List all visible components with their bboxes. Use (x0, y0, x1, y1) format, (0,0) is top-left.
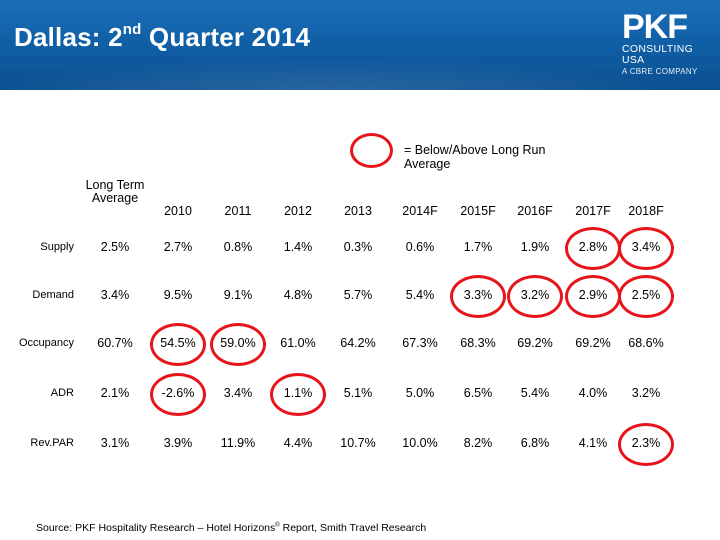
highlight-circle (450, 275, 506, 318)
legend-text: = Below/Above Long Run Average (404, 143, 546, 171)
table-cell: 10.7% (340, 436, 376, 450)
page-title: Dallas: 2nd Quarter 2014 (14, 21, 311, 52)
column-header: 2018F (628, 204, 664, 218)
column-header: 2010 (164, 204, 192, 218)
table-cell: 0.8% (223, 240, 253, 254)
header-sweep (0, 48, 720, 90)
table-cell: 5.0% (405, 386, 435, 400)
highlight-circle (618, 227, 674, 270)
row-label-revpar: Rev.PAR (30, 437, 74, 449)
table-cell: 68.3% (460, 336, 496, 350)
table-cell: 60.7% (97, 336, 133, 350)
table-cell: 10.0% (402, 436, 438, 450)
table-cell: 2.8% (578, 240, 608, 254)
table-cell: 6.5% (463, 386, 493, 400)
table-cell: 8.2% (463, 436, 493, 450)
highlight-circle (618, 275, 674, 318)
highlight-circle (150, 373, 206, 416)
table-cell: 2.1% (100, 386, 130, 400)
table-cell: 2.3% (631, 436, 661, 450)
table-cell: 0.6% (405, 240, 435, 254)
table-cell: 64.2% (340, 336, 376, 350)
table-cell: 3.2% (631, 386, 661, 400)
table-cell: 4.0% (578, 386, 608, 400)
table-cell: 3.3% (463, 288, 493, 302)
table-cell: 11.9% (220, 436, 256, 450)
table-cell: 2.9% (578, 288, 608, 302)
table-cell: 1.9% (520, 240, 550, 254)
table-cell: 1.1% (283, 386, 313, 400)
table-cell: 2.5% (100, 240, 130, 254)
table-cell: 69.2% (575, 336, 611, 350)
highlight-circle (618, 423, 674, 466)
row-label-adr: ADR (50, 387, 74, 399)
row-label-demand: Demand (32, 289, 74, 301)
table-cell: 67.3% (402, 336, 438, 350)
column-header: 2011 (224, 204, 252, 218)
highlight-circle (507, 275, 563, 318)
table-cell: 6.8% (520, 436, 550, 450)
table-cell: 59.0% (220, 336, 256, 350)
table-cell: 3.4% (100, 288, 130, 302)
column-header: 2012 (284, 204, 312, 218)
table-cell: 5.7% (343, 288, 373, 302)
column-header: 2017F (575, 204, 611, 218)
logo-mark: PKF (622, 8, 688, 46)
column-header: 2015F (460, 204, 496, 218)
header-banner: Dallas: 2nd Quarter 2014 PKF CONSULTING … (0, 0, 720, 90)
table-cell: -2.6% (161, 386, 195, 400)
column-header: 2016F (517, 204, 553, 218)
highlight-circle (210, 323, 266, 366)
table-cell: 9.1% (223, 288, 253, 302)
table-cell: 4.1% (578, 436, 608, 450)
logo-line-consulting: CONSULTING (622, 43, 694, 55)
highlight-circle (270, 373, 326, 416)
legend-circle-icon (350, 133, 393, 168)
table-cell: 3.1% (100, 436, 130, 450)
logo-line-usa: USA (622, 54, 645, 66)
table-cell: 3.4% (223, 386, 253, 400)
highlight-circle (150, 323, 206, 366)
table-cell: 9.5% (163, 288, 193, 302)
table-cell: 61.0% (280, 336, 316, 350)
column-header: 2014F (402, 204, 438, 218)
table-cell: 5.4% (520, 386, 550, 400)
table-cell: 0.3% (343, 240, 373, 254)
table-cell: 1.4% (283, 240, 313, 254)
pkf-logo: PKF CONSULTING USA A CBRE COMPANY (622, 10, 698, 77)
table-cell: 1.7% (463, 240, 493, 254)
table-cell: 3.9% (163, 436, 193, 450)
row-label-supply: Supply (40, 241, 74, 253)
table-cell: 5.1% (343, 386, 373, 400)
table-cell: 4.4% (283, 436, 313, 450)
table-cell: 2.7% (163, 240, 193, 254)
column-header: Long Term Average (85, 178, 145, 205)
row-label-occupancy: Occupancy (18, 337, 74, 349)
column-header: 2013 (344, 204, 372, 218)
table-cell: 5.4% (405, 288, 435, 302)
logo-tagline: A CBRE COMPANY (622, 67, 698, 76)
table-cell: 3.4% (631, 240, 661, 254)
table-cell: 54.5% (160, 336, 196, 350)
source-note: Source: PKF Hospitality Research – Hotel… (36, 522, 427, 534)
table-cell: 4.8% (283, 288, 313, 302)
table-cell: 69.2% (517, 336, 553, 350)
table-cell: 3.2% (520, 288, 550, 302)
table-cell: 68.6% (628, 336, 664, 350)
table-cell: 2.5% (631, 288, 661, 302)
